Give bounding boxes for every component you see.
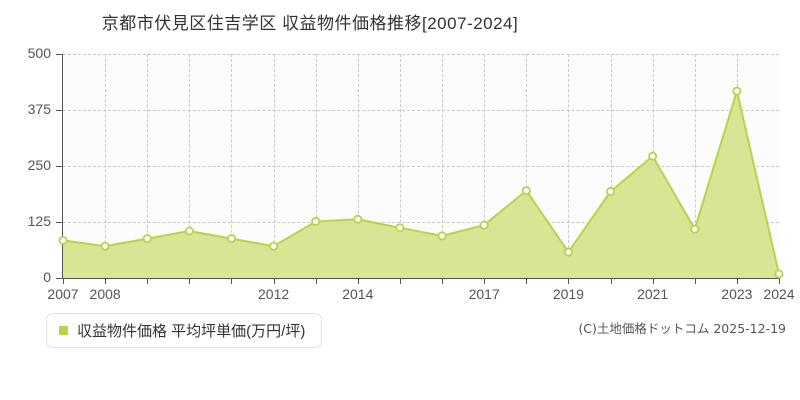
data-point[interactable] [563,247,573,257]
y-axis-label: 125 [27,213,51,229]
x-axis-label: 2014 [342,286,374,302]
data-point[interactable] [774,269,784,279]
x-axis-tick [147,278,149,284]
y-axis-label: 250 [27,157,51,173]
legend-label: 収益物件価格 平均坪単価(万円/坪) [77,323,306,340]
x-axis-label: 2008 [89,286,121,302]
x-axis-label: 2023 [721,286,753,302]
x-axis-tick [736,278,738,284]
gridline-vertical [105,54,107,278]
x-axis-tick [779,278,780,284]
data-point[interactable] [311,217,321,227]
data-point[interactable] [269,241,279,251]
x-axis-tick [357,278,359,284]
legend-swatch-icon [59,326,68,335]
x-axis-tick [484,278,486,284]
chart-title-text: 京都市伏見区住吉学区 収益物件価格推移[2007-2024] [101,14,519,33]
legend: 収益物件価格 平均坪単価(万円/坪) [46,313,323,348]
gridline-vertical [147,54,149,278]
x-axis-tick [105,278,107,284]
x-axis-tick [526,278,528,284]
area-fill [63,91,779,279]
x-axis-label: 2019 [552,286,584,302]
y-axis-tick [56,110,63,111]
x-axis-tick [652,278,654,284]
data-point[interactable] [521,186,531,196]
gridline-vertical [484,54,486,278]
data-point[interactable] [606,187,616,197]
x-axis-label: 2024 [763,286,795,302]
gridline-horizontal [63,54,779,55]
data-point[interactable] [226,234,236,244]
x-axis-label: 2012 [258,286,290,302]
data-point[interactable] [690,224,700,234]
x-axis-tick [568,278,570,284]
data-point[interactable] [479,220,489,230]
y-axis-label: 500 [27,45,51,61]
x-axis-label: 2017 [468,286,500,302]
x-axis-tick [442,278,444,284]
gridline-vertical [273,54,275,278]
y-axis-tick [56,166,63,167]
gridline-vertical [315,54,317,278]
gridline-horizontal [63,110,779,111]
x-axis-tick [273,278,275,284]
credit-text: (C)土地価格ドットコム 2025-12-19 [578,321,786,336]
gridline-horizontal [63,166,779,167]
data-point[interactable] [58,235,68,245]
y-axis-tick [56,278,63,279]
gridline-vertical [231,54,233,278]
data-point[interactable] [648,151,658,161]
data-point[interactable] [184,226,194,236]
y-axis-label: 0 [43,269,51,285]
data-point[interactable] [353,214,363,224]
gridline-vertical [694,54,696,278]
series-收益物件価格 [58,86,784,279]
x-axis-tick [63,278,64,284]
x-axis-tick [231,278,233,284]
gridline-vertical [399,54,401,278]
gridline-vertical [568,54,570,278]
page-title: 京都市伏見区住吉学区 収益物件価格推移[2007-2024] [0,9,800,34]
x-axis-tick [189,278,191,284]
x-axis-tick [610,278,612,284]
plot-area: 0 125 250 375 500 2007 2008 2012 2014 2017 2019 202… [28,45,795,302]
y-axis-tick [56,54,63,55]
gridline-vertical [442,54,444,278]
gridline-vertical [610,54,612,278]
x-axis-label: 2021 [637,286,669,302]
gridline-vertical [526,54,528,278]
gridline-vertical [189,54,191,278]
series-line [62,87,780,275]
data-point[interactable] [732,86,742,96]
y-axis-label: 375 [27,101,51,117]
x-axis-tick [399,278,401,284]
x-axis-label: 2007 [47,286,79,302]
data-point[interactable] [100,241,110,251]
gridline-vertical [357,54,359,278]
data-point[interactable] [437,231,447,241]
x-axis-tick [315,278,317,284]
data-point[interactable] [142,234,152,244]
y-axis-tick [56,222,63,223]
data-point[interactable] [395,223,405,233]
gridline-horizontal [63,222,779,223]
x-axis-tick [694,278,696,284]
